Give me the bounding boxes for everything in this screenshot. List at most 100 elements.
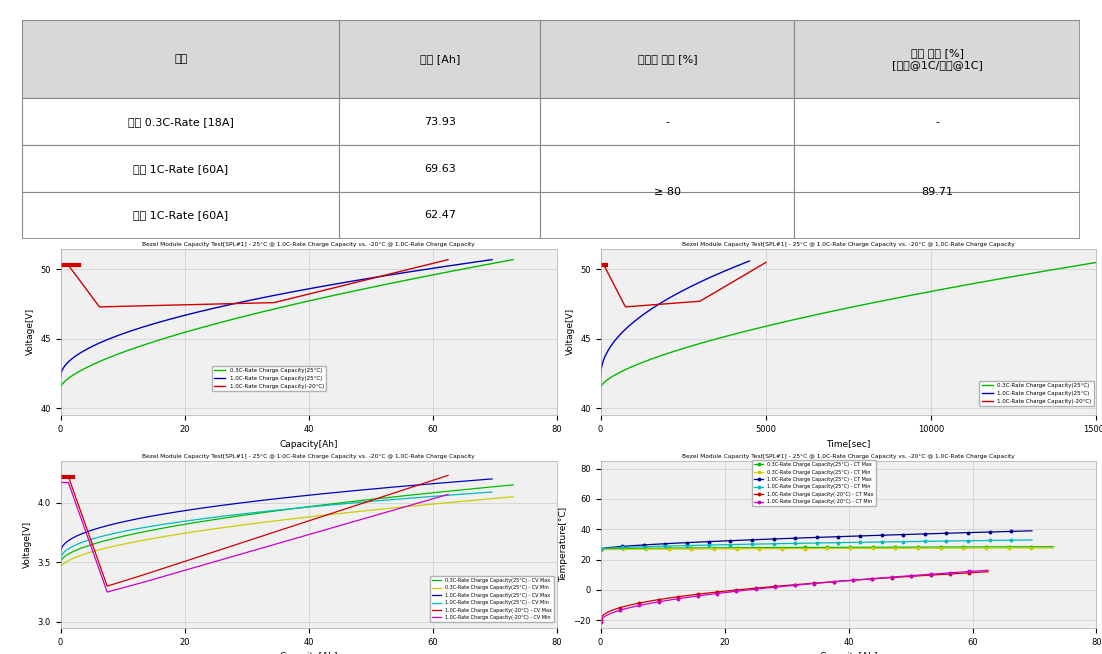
- 1.0C-Rate Charge Capacity(-20°C) - CV Min: [433, 493, 446, 501]
- 1.0C-Rate Charge Capacity(25°C) - CT Max: [948, 529, 961, 537]
- 0.3C-Rate Charge Capacity(25°C): [299, 298, 312, 305]
- Title: Bezel Module Capacity Test[SPL#1] - 25°C @ 1.0C-Rate Charge Capacity vs. -20°C @: Bezel Module Capacity Test[SPL#1] - 25°C…: [142, 455, 475, 459]
- 0.3C-Rate Charge Capacity(25°C): [1078, 260, 1091, 268]
- 1.0C-Rate Charge Capacity(25°C) - CT Max: [1026, 527, 1039, 535]
- 0.3C-Rate Charge Capacity(25°C) - CT Max: [965, 543, 979, 551]
- 0.3C-Rate Charge Capacity(25°C): [425, 271, 439, 279]
- Line: 1.0C-Rate Charge Capacity(25°C) - CV Min: 1.0C-Rate Charge Capacity(25°C) - CV Min: [61, 492, 491, 560]
- Line: 1.0C-Rate Charge Capacity(-20°C): 1.0C-Rate Charge Capacity(-20°C): [61, 260, 449, 307]
- 1.0C-Rate Charge Capacity(-20°C): [756, 261, 769, 269]
- 1.0C-Rate Charge Capacity(-20°C) - CV Max: [264, 529, 278, 537]
- 1.0C-Rate Charge Capacity(-20°C) - CV Min: [241, 548, 255, 556]
- 1.0C-Rate Charge Capacity(25°C): [674, 288, 688, 296]
- 1.0C-Rate Charge Capacity(-20°C) - CT Min: [778, 582, 791, 590]
- 0.3C-Rate Charge Capacity(25°C): [1001, 273, 1014, 281]
- Legend: 0.3C-Rate Charge Capacity(25°C), 1.0C-Rate Charge Capacity(25°C), 1.0C-Rate Char: 0.3C-Rate Charge Capacity(25°C), 1.0C-Ra…: [980, 381, 1093, 406]
- 0.3C-Rate Charge Capacity(25°C) - CT Max: [839, 543, 852, 551]
- 0.3C-Rate Charge Capacity(25°C) - CV Max: [54, 559, 67, 566]
- 1.0C-Rate Charge Capacity(25°C): [594, 372, 607, 380]
- 1.0C-Rate Charge Capacity(25°C) - CT Min: [801, 539, 814, 547]
- 1.0C-Rate Charge Capacity(25°C) - CT Max: [828, 533, 841, 541]
- 1.0C-Rate Charge Capacity(25°C) - CV Max: [261, 496, 274, 504]
- Y-axis label: Voltage[V]: Voltage[V]: [23, 521, 32, 568]
- Line: 1.0C-Rate Charge Capacity(25°C): 1.0C-Rate Charge Capacity(25°C): [61, 260, 491, 376]
- 1.0C-Rate Charge Capacity(-20°C) - CT Min: [780, 582, 793, 590]
- 1.0C-Rate Charge Capacity(-20°C) - CV Min: [372, 510, 386, 518]
- 1.0C-Rate Charge Capacity(-20°C) - CV Max: [433, 474, 446, 482]
- Line: 1.0C-Rate Charge Capacity(25°C) - CV Max: 1.0C-Rate Charge Capacity(25°C) - CV Max: [61, 479, 491, 553]
- 1.0C-Rate Charge Capacity(-20°C) - CV Min: [264, 542, 278, 549]
- 1.0C-Rate Charge Capacity(25°C): [666, 292, 679, 300]
- 1.0C-Rate Charge Capacity(25°C): [665, 293, 678, 301]
- Line: 0.3C-Rate Charge Capacity(25°C) - CT Max: 0.3C-Rate Charge Capacity(25°C) - CT Max: [599, 545, 1055, 550]
- 0.3C-Rate Charge Capacity(25°C) - CV Min: [425, 500, 439, 508]
- Bar: [540, 99, 795, 145]
- 1.0C-Rate Charge Capacity(25°C) - CV Min: [261, 507, 274, 515]
- Line: 1.0C-Rate Charge Capacity(25°C) - CT Max: 1.0C-Rate Charge Capacity(25°C) - CT Max: [599, 530, 1034, 550]
- Bar: [795, 192, 1080, 239]
- 1.0C-Rate Charge Capacity(25°C): [311, 283, 324, 291]
- 0.3C-Rate Charge Capacity(25°C) - CT Max: [809, 543, 822, 551]
- Bar: [339, 20, 540, 99]
- Y-axis label: Voltage[V]: Voltage[V]: [565, 308, 575, 356]
- 1.0C-Rate Charge Capacity(-20°C) - CV Max: [372, 494, 386, 502]
- Bar: [339, 99, 540, 145]
- Text: 62.47: 62.47: [424, 211, 456, 220]
- 1.0C-Rate Charge Capacity(25°C): [54, 372, 67, 380]
- Line: 1.0C-Rate Charge Capacity(-20°C) - CV Min: 1.0C-Rate Charge Capacity(-20°C) - CV Mi…: [61, 483, 449, 592]
- Bar: [540, 192, 795, 239]
- 0.3C-Rate Charge Capacity(25°C) - CV Min: [496, 494, 509, 502]
- Text: ≥ 80: ≥ 80: [653, 187, 681, 197]
- Legend: 0.3C-Rate Charge Capacity(25°C) - CT Max, 0.3C-Rate Charge Capacity(25°C) - CT M: 0.3C-Rate Charge Capacity(25°C) - CT Max…: [752, 460, 876, 506]
- 0.3C-Rate Charge Capacity(25°C) - CT Min: [1047, 544, 1060, 552]
- 0.3C-Rate Charge Capacity(25°C) - CT Min: [594, 546, 607, 554]
- 1.0C-Rate Charge Capacity(25°C) - CT Max: [851, 532, 864, 540]
- Line: 1.0C-Rate Charge Capacity(-20°C) - CV Max: 1.0C-Rate Charge Capacity(-20°C) - CV Ma…: [61, 475, 449, 586]
- 0.3C-Rate Charge Capacity(25°C) - CT Min: [965, 544, 979, 552]
- 0.3C-Rate Charge Capacity(25°C): [832, 306, 845, 314]
- 1.0C-Rate Charge Capacity(25°C) - CV Max: [259, 496, 272, 504]
- Title: Bezel Module Capacity Test[SPL#1] - 25°C @ 1.0C-Rate Charge Capacity vs. -20°C @: Bezel Module Capacity Test[SPL#1] - 25°C…: [142, 242, 475, 247]
- 1.0C-Rate Charge Capacity(-20°C) - CT Min: [594, 618, 607, 626]
- 1.0C-Rate Charge Capacity(25°C) - CT Max: [594, 545, 607, 553]
- Line: 0.3C-Rate Charge Capacity(25°C) - CT Min: 0.3C-Rate Charge Capacity(25°C) - CT Min: [599, 547, 1055, 551]
- 0.3C-Rate Charge Capacity(25°C) - CV Max: [425, 489, 439, 497]
- 1.0C-Rate Charge Capacity(-20°C) - CT Min: [824, 578, 838, 586]
- Bar: [795, 99, 1080, 145]
- 1.0C-Rate Charge Capacity(-20°C): [594, 261, 607, 269]
- 1.0C-Rate Charge Capacity(-20°C) - CV Min: [442, 490, 455, 498]
- Bar: [540, 20, 795, 99]
- 1.0C-Rate Charge Capacity(-20°C) - CV Min: [100, 588, 114, 596]
- 1.0C-Rate Charge Capacity(-20°C): [693, 298, 706, 305]
- 1.0C-Rate Charge Capacity(25°C) - CT Min: [948, 537, 961, 545]
- 1.0C-Rate Charge Capacity(25°C) - CV Min: [54, 556, 67, 564]
- 1.0C-Rate Charge Capacity(25°C): [288, 288, 301, 296]
- 1.0C-Rate Charge Capacity(-20°C): [683, 298, 696, 306]
- Bar: [339, 192, 540, 239]
- 1.0C-Rate Charge Capacity(-20°C) - CT Max: [982, 568, 995, 576]
- 1.0C-Rate Charge Capacity(-20°C) - CT Max: [780, 581, 793, 589]
- Text: 69.63: 69.63: [424, 164, 456, 173]
- 1.0C-Rate Charge Capacity(25°C): [261, 293, 274, 301]
- 1.0C-Rate Charge Capacity(25°C) - CV Max: [485, 475, 498, 483]
- 0.3C-Rate Charge Capacity(25°C): [889, 294, 903, 302]
- 0.3C-Rate Charge Capacity(25°C) - CT Min: [863, 544, 876, 552]
- 0.3C-Rate Charge Capacity(25°C) - CT Max: [811, 543, 824, 551]
- 0.3C-Rate Charge Capacity(25°C) - CV Min: [54, 564, 67, 572]
- 0.3C-Rate Charge Capacity(25°C): [1090, 258, 1102, 266]
- Bar: [22, 145, 339, 192]
- Bar: [339, 145, 540, 192]
- 1.0C-Rate Charge Capacity(-20°C) - CV Min: [285, 536, 299, 543]
- 1.0C-Rate Charge Capacity(25°C) - CT Min: [1015, 536, 1028, 544]
- Text: 저온 1C-Rate [60A]: 저온 1C-Rate [60A]: [133, 211, 228, 220]
- 1.0C-Rate Charge Capacity(25°C) - CV Max: [54, 549, 67, 557]
- Bar: [540, 145, 795, 239]
- 1.0C-Rate Charge Capacity(-20°C) - CV Min: [54, 479, 67, 487]
- Text: -: -: [666, 117, 669, 127]
- 1.0C-Rate Charge Capacity(-20°C) - CV Min: [239, 549, 252, 557]
- Legend: 0.3C-Rate Charge Capacity(25°C) - CV Max, 0.3C-Rate Charge Capacity(25°C) - CV M: 0.3C-Rate Charge Capacity(25°C) - CV Max…: [430, 576, 554, 622]
- Legend: 0.3C-Rate Charge Capacity(25°C), 1.0C-Rate Charge Capacity(25°C), 1.0C-Rate Char: 0.3C-Rate Charge Capacity(25°C), 1.0C-Ra…: [213, 366, 326, 391]
- Line: 0.3C-Rate Charge Capacity(25°C) - CV Max: 0.3C-Rate Charge Capacity(25°C) - CV Max: [61, 485, 514, 562]
- 1.0C-Rate Charge Capacity(-20°C): [730, 276, 743, 284]
- 1.0C-Rate Charge Capacity(25°C) - CT Max: [801, 534, 814, 542]
